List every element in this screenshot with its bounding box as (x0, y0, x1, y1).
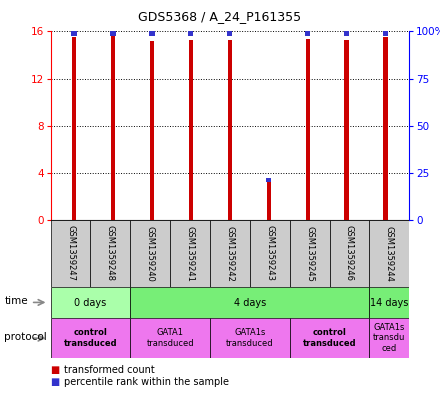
Text: GSM1359243: GSM1359243 (265, 226, 274, 281)
Text: GATA1
transduced: GATA1 transduced (147, 328, 194, 348)
Bar (250, 220, 290, 287)
Text: transformed count: transformed count (64, 365, 154, 375)
Bar (369, 220, 409, 287)
Bar (266, 178, 271, 182)
Text: ■: ■ (51, 365, 60, 375)
Bar (227, 31, 232, 36)
Bar (91, 220, 130, 287)
Bar (305, 39, 310, 220)
Text: protocol: protocol (4, 332, 47, 342)
Bar (130, 318, 210, 358)
Text: ■: ■ (51, 377, 60, 387)
Text: control
transduced: control transduced (64, 328, 117, 348)
Bar (110, 31, 116, 36)
Bar (110, 36, 115, 220)
Text: time: time (4, 296, 28, 306)
Bar (150, 41, 154, 220)
Bar (149, 31, 154, 36)
Bar (130, 287, 369, 318)
Text: control
transduced: control transduced (303, 328, 356, 348)
Text: GSM1359245: GSM1359245 (305, 226, 314, 281)
Bar (369, 318, 409, 358)
Text: 4 days: 4 days (234, 298, 266, 308)
Text: GATA1s
transduced: GATA1s transduced (226, 328, 274, 348)
Bar (210, 318, 290, 358)
Bar (130, 220, 170, 287)
Text: GSM1359246: GSM1359246 (345, 226, 354, 281)
Bar (330, 220, 369, 287)
Bar (267, 181, 271, 220)
Text: GSM1359241: GSM1359241 (186, 226, 194, 281)
Bar (72, 37, 76, 220)
Bar (210, 220, 250, 287)
Text: GSM1359248: GSM1359248 (106, 226, 115, 281)
Text: GSM1359244: GSM1359244 (385, 226, 394, 281)
Bar (51, 287, 130, 318)
Bar (227, 40, 232, 220)
Bar (290, 318, 369, 358)
Bar (383, 31, 389, 36)
Bar (51, 318, 130, 358)
Text: 0 days: 0 days (74, 298, 106, 308)
Bar (189, 40, 193, 220)
Bar (369, 287, 409, 318)
Bar (384, 37, 388, 220)
Bar (305, 31, 311, 36)
Bar (51, 220, 91, 287)
Text: GATA1s
transdu
ced: GATA1s transdu ced (373, 323, 406, 353)
Bar (170, 220, 210, 287)
Text: percentile rank within the sample: percentile rank within the sample (64, 377, 229, 387)
Text: GSM1359240: GSM1359240 (146, 226, 155, 281)
Text: GDS5368 / A_24_P161355: GDS5368 / A_24_P161355 (139, 10, 301, 23)
Text: 14 days: 14 days (370, 298, 408, 308)
Text: GSM1359247: GSM1359247 (66, 226, 75, 281)
Bar (344, 31, 349, 36)
Bar (71, 31, 77, 36)
Text: GSM1359242: GSM1359242 (225, 226, 235, 281)
Bar (290, 220, 330, 287)
Bar (345, 40, 349, 220)
Bar (188, 31, 194, 36)
